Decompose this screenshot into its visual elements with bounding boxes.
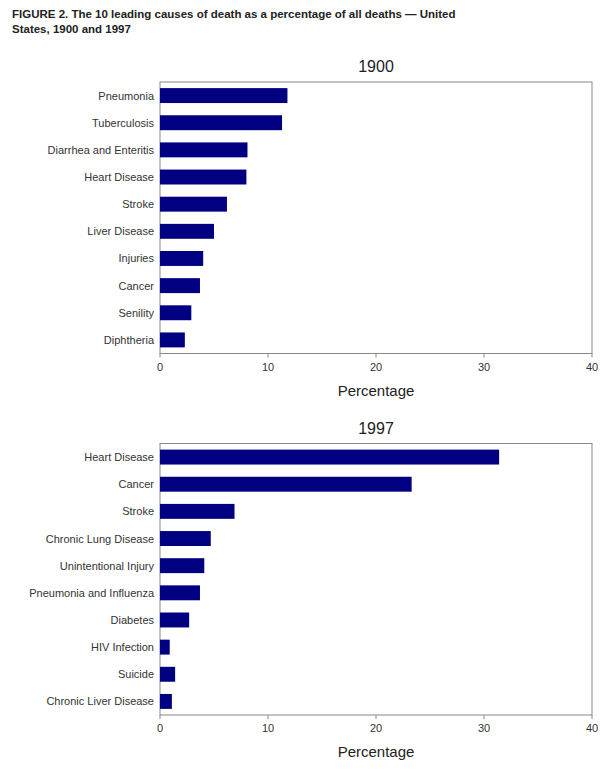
category-label: Heart Disease (84, 451, 154, 463)
bar (160, 332, 185, 347)
category-label: Cancer (119, 280, 155, 292)
bar (160, 450, 499, 465)
x-tick-label: 0 (157, 722, 163, 734)
x-tick (484, 715, 485, 719)
bars (160, 450, 499, 709)
category-label: Stroke (122, 505, 154, 517)
x-tick (592, 354, 593, 358)
category-label: Cancer (119, 478, 155, 490)
x-axis-label: Percentage (338, 382, 415, 399)
chart-panel: 1900 Pneumonia Tuberculosis Diarrhea and En… (48, 58, 599, 399)
x-tick (268, 354, 269, 358)
chart-root: FIGURE 2. The 10 leading causes of death… (0, 0, 610, 781)
bars (160, 88, 287, 347)
bar (160, 88, 287, 103)
category-label: Liver Disease (87, 225, 154, 237)
bar (160, 224, 214, 239)
x-tick (160, 715, 161, 719)
bar (160, 694, 172, 709)
category-label: Diarrhea and Enteritis (48, 144, 155, 156)
bar (160, 531, 211, 546)
x-tick-label: 20 (370, 361, 382, 373)
x-tick-label: 10 (262, 361, 274, 373)
bar (160, 477, 412, 492)
bar (160, 640, 170, 655)
x-tick (376, 354, 377, 358)
plot-frame (160, 444, 592, 716)
category-label: Chronic Liver Disease (46, 695, 154, 707)
x-tick-label: 30 (478, 361, 490, 373)
bar (160, 613, 189, 628)
x-tick (160, 354, 161, 358)
bar (160, 667, 175, 682)
category-label: Unintentional Injury (60, 560, 155, 572)
x-tick (484, 354, 485, 358)
x-tick (376, 715, 377, 719)
category-label: Heart Disease (84, 171, 154, 183)
category-label: Chronic Lung Disease (46, 533, 154, 545)
category-label: Stroke (122, 198, 154, 210)
chart-title: 1900 (358, 58, 394, 75)
bar (160, 504, 235, 519)
x-tick-label: 10 (262, 722, 274, 734)
category-label: HIV Infection (91, 641, 154, 653)
chart-title: 1997 (358, 420, 394, 437)
bar (160, 305, 191, 320)
category-label: Diabetes (111, 614, 155, 626)
x-tick-label: 40 (586, 722, 598, 734)
bar (160, 170, 246, 185)
bar (160, 142, 247, 157)
category-label: Pneumonia and Influenza (29, 587, 155, 599)
bar (160, 278, 200, 293)
category-label: Tuberculosis (92, 117, 154, 129)
x-tick-label: 30 (478, 722, 490, 734)
x-tick-label: 40 (586, 361, 598, 373)
bar (160, 558, 204, 573)
figure-title: States, 1900 and 1997 (12, 23, 131, 35)
chart-svg: FIGURE 2. The 10 leading causes of death… (0, 0, 610, 781)
category-label: Suicide (118, 668, 154, 680)
x-tick (268, 715, 269, 719)
x-axis-label: Percentage (338, 743, 415, 760)
bar (160, 197, 227, 212)
x-tick (592, 715, 593, 719)
bar (160, 251, 203, 266)
category-label: Senility (119, 307, 155, 319)
figure-title: FIGURE 2. The 10 leading causes of death… (12, 8, 456, 20)
plot-frame (160, 82, 592, 354)
x-tick-label: 20 (370, 722, 382, 734)
bar (160, 585, 200, 600)
chart-panel: 1997 Heart Disease Cancer Stroke Chronic Lun… (29, 420, 598, 761)
category-label: Diphtheria (104, 334, 155, 346)
bar (160, 115, 282, 130)
category-label: Pneumonia (98, 90, 155, 102)
category-label: Injuries (119, 252, 155, 264)
x-tick-label: 0 (157, 361, 163, 373)
